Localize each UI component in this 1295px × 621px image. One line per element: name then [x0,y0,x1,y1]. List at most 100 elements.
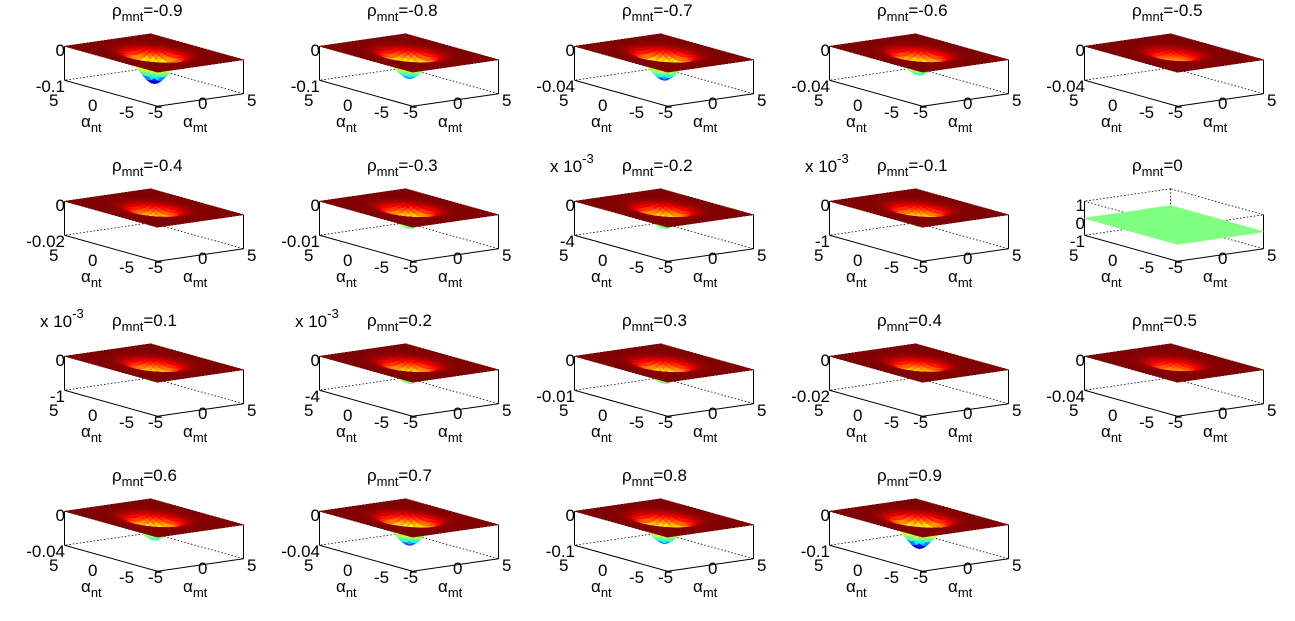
title-rho-symbol: ρ [1132,1,1142,20]
z-tick-label: 0 [820,41,830,60]
x-tick-label: -5 [403,103,419,122]
title-rho-symbol: ρ [112,1,122,20]
y-tick-label: 5 [304,91,314,110]
axis-line [667,93,754,107]
subplot-title: ρmnt=-0.9 [112,1,183,24]
surface-mesh [64,188,244,228]
axis-lines [64,46,244,107]
x-tick-label: -5 [913,103,929,122]
z-tick-label: -0.04 [536,77,575,96]
x-tick-label: 0 [708,94,718,113]
y-axis-subscript: nt [600,120,612,135]
x-tick-label: -5 [148,103,164,122]
subplot-rho--0.7: ρmnt=-0.7 0 -0.04 5 0 -5 αnt -5 0 5 αmt [512,0,771,155]
x-axis-subscript: mt [957,120,973,135]
subplot-rho--0.4: ρmnt=-0.4 0 -0.02 5 0 -5 αnt -5 0 5 αmt [2,155,261,310]
title-value: =-0.8 [398,1,438,20]
y-tick-label: 5 [49,91,59,110]
subplot-rho--0.9: ρmnt=-0.9 0 -0.1 5 0 -5 αnt -5 0 5 αmt [2,0,261,155]
y-tick-label: -5 [884,103,900,122]
title-value: =-0.6 [908,1,948,20]
surface-cell [409,70,416,73]
grid-line [829,67,916,81]
grid-line [150,222,244,250]
z-tick-label: -0.04 [1046,77,1085,96]
title-subscript: mnt [631,9,654,24]
x-axis-alpha: α [1203,112,1213,131]
subplot-title: ρmnt=-0.8 [367,1,438,24]
x-tick-label: 0 [963,94,973,113]
y-axis-subscript: nt [1110,120,1122,135]
y-axis-alpha: α [591,112,601,131]
y-tick-label: -5 [1139,103,1155,122]
axis-line [64,234,158,262]
y-tick-label: 0 [343,96,353,115]
x-axis-subscript: mt [192,120,208,135]
y-axis-alpha: α [336,112,346,131]
subplot-rho--0.8: ρmnt=-0.8 0 -0.1 5 0 -5 αnt -5 0 5 αmt [257,0,516,155]
z-tick-label: 0 [1075,41,1085,60]
title-value: =-0.9 [143,1,183,20]
y-tick-label: -5 [119,103,135,122]
x-axis-subscript: mt [447,120,463,135]
z-tick-label: 0 [565,41,575,60]
surface-mesh [64,33,244,84]
y-axis-label: αnt [81,112,102,135]
grid-line [64,67,151,81]
axis-lines [574,46,754,107]
x-axis-alpha: α [438,112,448,131]
title-subscript: mnt [886,9,909,24]
x-axis-subscript: mt [702,120,718,135]
title-value: =-0.7 [653,1,693,20]
title-rho-symbol: ρ [877,1,887,20]
surface-axes [574,33,754,107]
y-axis-label: αnt [591,112,612,135]
x-axis-label: αmt [183,112,207,135]
x-tick-label: 0 [1218,94,1228,113]
subplot-title: ρmnt=-0.6 [877,1,948,24]
title-subscript: mnt [121,9,144,24]
x-tick-label: 5 [757,91,767,110]
axis-line [574,79,668,107]
z-tick-label: -0.1 [35,77,65,96]
grid-line [1084,67,1171,81]
title-rho-symbol: ρ [622,1,632,20]
y-axis-subscript: nt [90,120,102,135]
x-axis-label: αmt [693,112,717,135]
grid-line [319,67,406,81]
title-value: =-0.5 [1163,1,1203,20]
y-tick-label: -5 [374,103,390,122]
subplot-title: ρmnt=-0.5 [1132,1,1203,24]
x-axis-label: αmt [1203,112,1227,135]
z-tick-label: 0 [310,41,320,60]
z-tick-label: -0.04 [791,77,830,96]
z-tick-label: 0 [55,41,65,60]
x-axis-label: αmt [438,112,462,135]
x-axis-alpha: α [693,112,703,131]
y-tick-label: -5 [629,103,645,122]
axis-line [412,93,499,107]
x-tick-label: 5 [1267,91,1277,110]
x-axis-subscript: mt [1212,120,1228,135]
surface-mesh [574,33,754,81]
y-axis-label: αnt [336,112,357,135]
axis-line [319,79,413,107]
y-tick-label: 5 [559,91,569,110]
z-tick-label: -0.1 [290,77,320,96]
x-tick-label: -5 [1168,103,1184,122]
subplot-rho--0.5: ρmnt=-0.5 0 -0.04 5 0 -5 αnt -5 0 5 αmt [1022,0,1281,155]
y-axis-subscript: nt [855,120,867,135]
grid-line [1170,67,1264,95]
y-tick-label: 0 [88,96,98,115]
surface-mesh [319,33,499,79]
x-axis-alpha: α [183,112,193,131]
y-axis-label: αnt [846,113,867,135]
axis-lines [319,46,499,107]
title-subscript: mnt [1141,9,1164,24]
x-tick-label: 0 [198,94,208,113]
y-tick-label: 5 [1069,91,1079,110]
title-subscript: mnt [376,9,399,24]
title-rho-symbol: ρ [367,1,377,20]
y-axis-alpha: α [81,112,91,131]
